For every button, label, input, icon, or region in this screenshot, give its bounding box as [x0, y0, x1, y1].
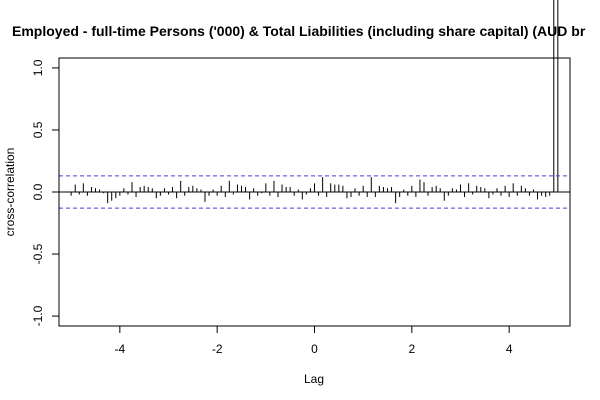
y-axis: -1.0 -0.5 0.0 0.5 1.0 [31, 59, 60, 326]
y-tick-label: 0.0 [31, 183, 45, 200]
x-tick-label: 0 [311, 342, 318, 356]
confidence-band [59, 175, 570, 209]
y-axis-label: cross-correlation [3, 148, 17, 237]
y-tick-label: -0.5 [31, 243, 45, 264]
chart-title: Employed - full-time Persons ('000) & To… [12, 23, 586, 39]
x-axis-label: Lag [304, 372, 324, 386]
ccf-bars [70, 0, 559, 204]
x-tick-label: -2 [212, 342, 223, 356]
y-tick-label: 0.5 [31, 121, 45, 138]
x-tick-label: 4 [506, 342, 513, 356]
y-tick-label: 1.0 [31, 59, 45, 76]
x-tick-label: 2 [408, 342, 415, 356]
y-tick-label: -1.0 [31, 305, 45, 326]
x-tick-label: -4 [114, 342, 125, 356]
x-axis: -4 -2 0 2 4 [114, 325, 513, 356]
